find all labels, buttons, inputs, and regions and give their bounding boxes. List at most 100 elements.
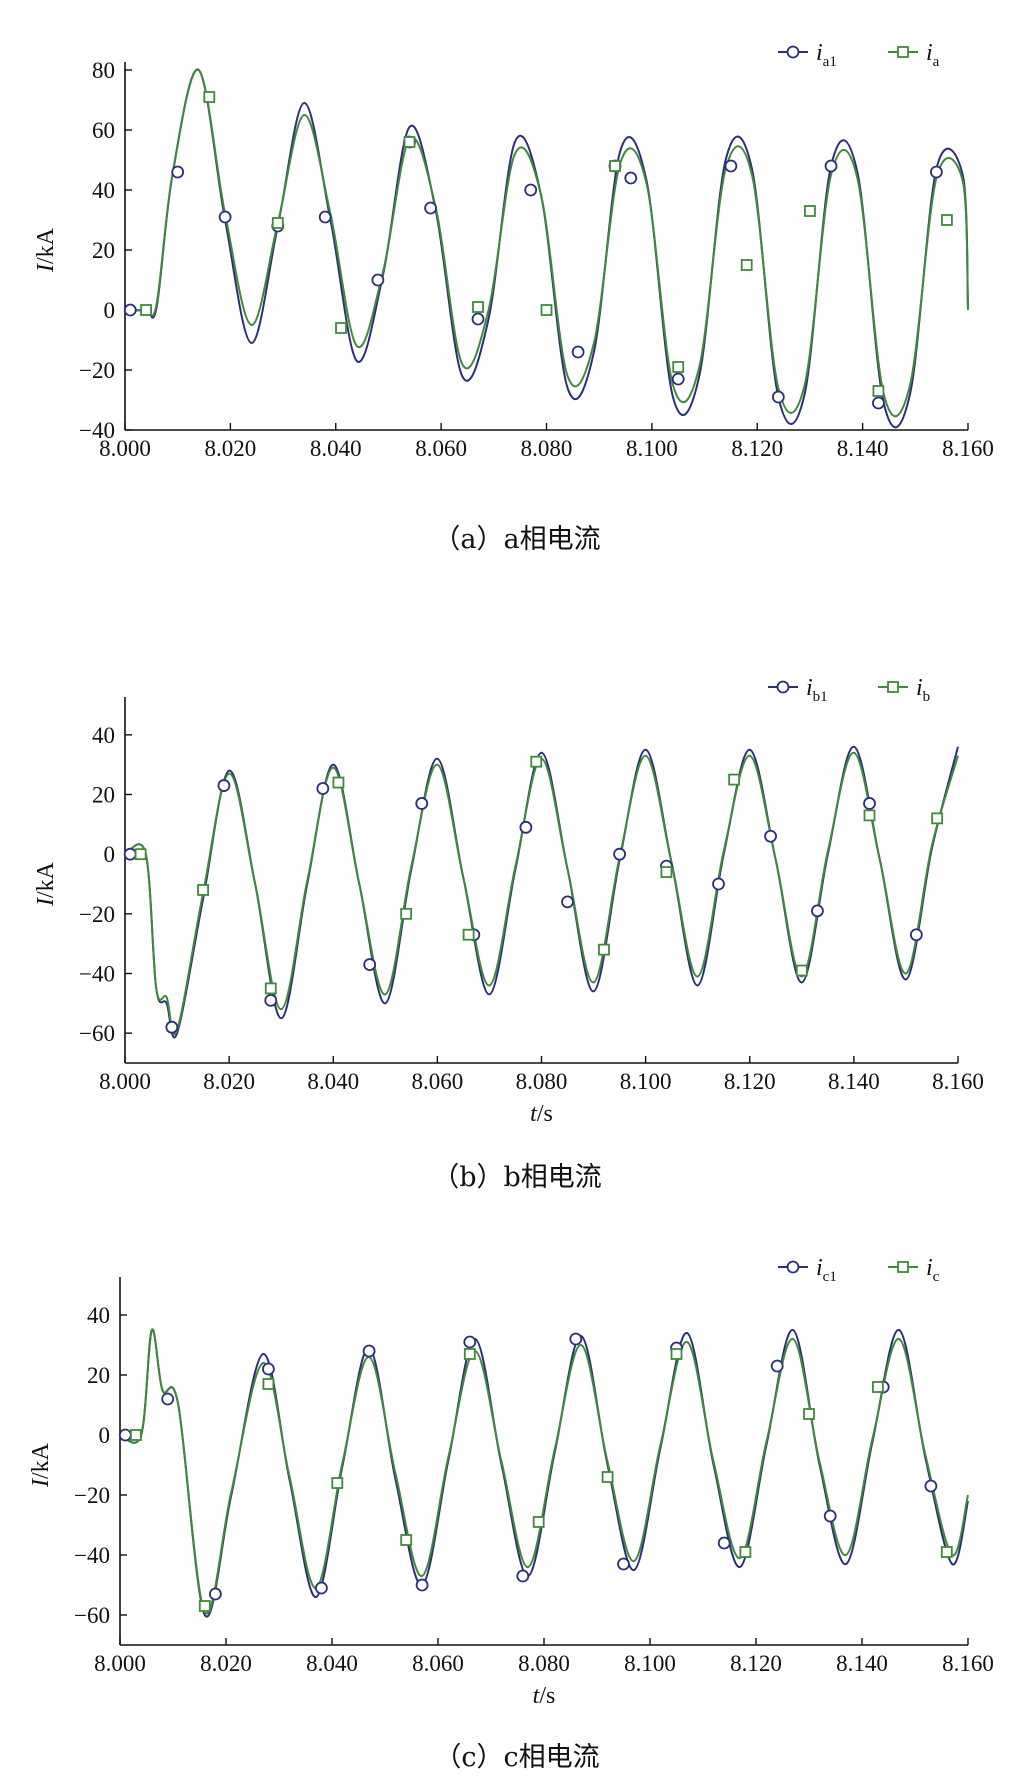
x-tick-label: 8.120 bbox=[730, 1651, 782, 1676]
marker-c bbox=[262, 1378, 275, 1390]
series-line-c1 bbox=[119, 1328, 969, 1618]
series-line-c bbox=[119, 1328, 969, 1615]
y-tick-label: 40 bbox=[87, 1303, 110, 1328]
marker-c bbox=[331, 1477, 344, 1489]
marker-b1 bbox=[519, 820, 533, 834]
x-axis-unit: /s bbox=[539, 1683, 555, 1709]
legend-label-c1: ic1 bbox=[816, 1255, 837, 1285]
marker-c1 bbox=[362, 1344, 376, 1358]
chart-panel-b: −60 −40 −20 0 20 40 8.000 8.020 8.040 8.060 8.080 8… bbox=[0, 645, 1034, 1155]
x-axis-label: t/s bbox=[535, 468, 558, 470]
legend-label-c: ic bbox=[926, 1255, 940, 1285]
marker-b bbox=[598, 943, 610, 956]
y-tick-label: 60 bbox=[92, 118, 115, 143]
x-tick-label: 8.080 bbox=[521, 436, 573, 461]
y-tick-label: 40 bbox=[92, 723, 115, 748]
marker-b bbox=[400, 907, 413, 920]
legend-label-b1: ib1 bbox=[806, 675, 828, 705]
y-axis-label: I/kA bbox=[33, 227, 59, 273]
x-tick-label: 8.040 bbox=[310, 436, 362, 461]
x-axis-var: t bbox=[533, 1683, 541, 1709]
legend-marker-c1 bbox=[786, 1260, 800, 1274]
marker-b bbox=[332, 776, 345, 789]
marker-a bbox=[672, 361, 685, 373]
caption-c: （c）c相电流 bbox=[434, 1742, 600, 1773]
marker-b1 bbox=[123, 847, 137, 861]
marker-c1 bbox=[463, 1335, 477, 1349]
chart-panel-a: −40 −20 0 20 40 60 80 8.000 8.020 8.040 8.060 8.080… bbox=[0, 0, 1034, 470]
marker-b1 bbox=[264, 993, 278, 1007]
y-tick-label: −60 bbox=[79, 1021, 115, 1046]
marker-a1 bbox=[872, 396, 885, 410]
marker-b1 bbox=[613, 847, 626, 861]
x-tick-label: 8.160 bbox=[942, 1651, 994, 1676]
marker-a1 bbox=[471, 312, 485, 326]
marker-c bbox=[463, 1348, 476, 1360]
y-tick-label: 20 bbox=[92, 238, 115, 263]
legend-label-main: i bbox=[816, 1255, 823, 1281]
x-tick-label: 8.020 bbox=[200, 1651, 252, 1676]
marker-c bbox=[670, 1348, 683, 1360]
marker-c1 bbox=[208, 1587, 222, 1601]
marker-a1 bbox=[724, 159, 738, 173]
legend-label-a1: ia1 bbox=[816, 40, 837, 70]
legend-label-sub: a1 bbox=[823, 54, 837, 70]
marker-a bbox=[540, 304, 553, 316]
legend-marker-a1 bbox=[786, 45, 800, 59]
marker-c1 bbox=[314, 1581, 328, 1595]
legend-marker-b bbox=[887, 681, 899, 693]
series-line-b1 bbox=[124, 745, 959, 1039]
x-tick-label: 8.000 bbox=[99, 1069, 151, 1094]
y-tick-label: 20 bbox=[92, 783, 115, 808]
marker-c bbox=[803, 1408, 815, 1420]
marker-a bbox=[804, 205, 816, 217]
marker-c bbox=[198, 1600, 211, 1612]
marker-a bbox=[941, 214, 953, 226]
marker-b bbox=[264, 982, 277, 995]
series-line-b bbox=[124, 751, 959, 1035]
marker-c bbox=[400, 1534, 413, 1546]
x-axis-var: t bbox=[535, 468, 543, 470]
x-tick-label: 8.140 bbox=[837, 436, 889, 461]
legend-label-b: ib bbox=[916, 675, 930, 705]
marker-b1 bbox=[863, 797, 876, 810]
marker-c1 bbox=[924, 1479, 938, 1493]
x-tick-label: 8.100 bbox=[624, 1651, 676, 1676]
marker-a1 bbox=[824, 159, 838, 173]
marker-c bbox=[532, 1516, 545, 1528]
y-tick-label: 0 bbox=[99, 1423, 111, 1448]
marker-c bbox=[739, 1546, 752, 1558]
legend-marker-a bbox=[897, 46, 909, 58]
y-tick-label: −20 bbox=[79, 358, 115, 383]
x-axis-var: t bbox=[530, 1101, 538, 1127]
marker-b bbox=[795, 964, 808, 977]
marker-a bbox=[140, 304, 152, 316]
marker-c1 bbox=[569, 1332, 583, 1346]
legend-label-main: i bbox=[916, 675, 923, 701]
marker-a bbox=[203, 91, 216, 103]
y-tick-label: 20 bbox=[87, 1363, 110, 1388]
marker-c1 bbox=[261, 1362, 275, 1376]
legend-label-main: i bbox=[926, 40, 933, 66]
legend-label-sub: a bbox=[933, 54, 940, 70]
marker-b1 bbox=[909, 928, 923, 942]
x-tick-label: 8.000 bbox=[94, 1651, 146, 1676]
marker-b bbox=[660, 866, 673, 878]
legend-marker-c bbox=[897, 1261, 909, 1273]
y-tick-label: 0 bbox=[104, 842, 116, 867]
marker-a1 bbox=[624, 171, 638, 185]
marker-c bbox=[129, 1429, 142, 1441]
x-tick-label: 8.160 bbox=[932, 1069, 984, 1094]
legend-label-main: i bbox=[816, 40, 823, 66]
marker-a1 bbox=[524, 183, 538, 197]
chart-svg-b: −60 −40 −20 0 20 40 8.000 8.020 8.040 8.060 8.080 8… bbox=[33, 675, 984, 1127]
y-axis-var: I bbox=[33, 897, 59, 907]
y-tick-label: −20 bbox=[79, 902, 115, 927]
y-tick-label: −20 bbox=[74, 1483, 110, 1508]
marker-c bbox=[872, 1381, 884, 1393]
y-tick-label: 40 bbox=[92, 178, 115, 203]
x-axis-label: t/s bbox=[530, 1101, 553, 1127]
marker-a1 bbox=[929, 165, 943, 179]
y-axis-label: I/kA bbox=[33, 861, 59, 907]
x-axis-unit: /s bbox=[537, 1101, 553, 1127]
